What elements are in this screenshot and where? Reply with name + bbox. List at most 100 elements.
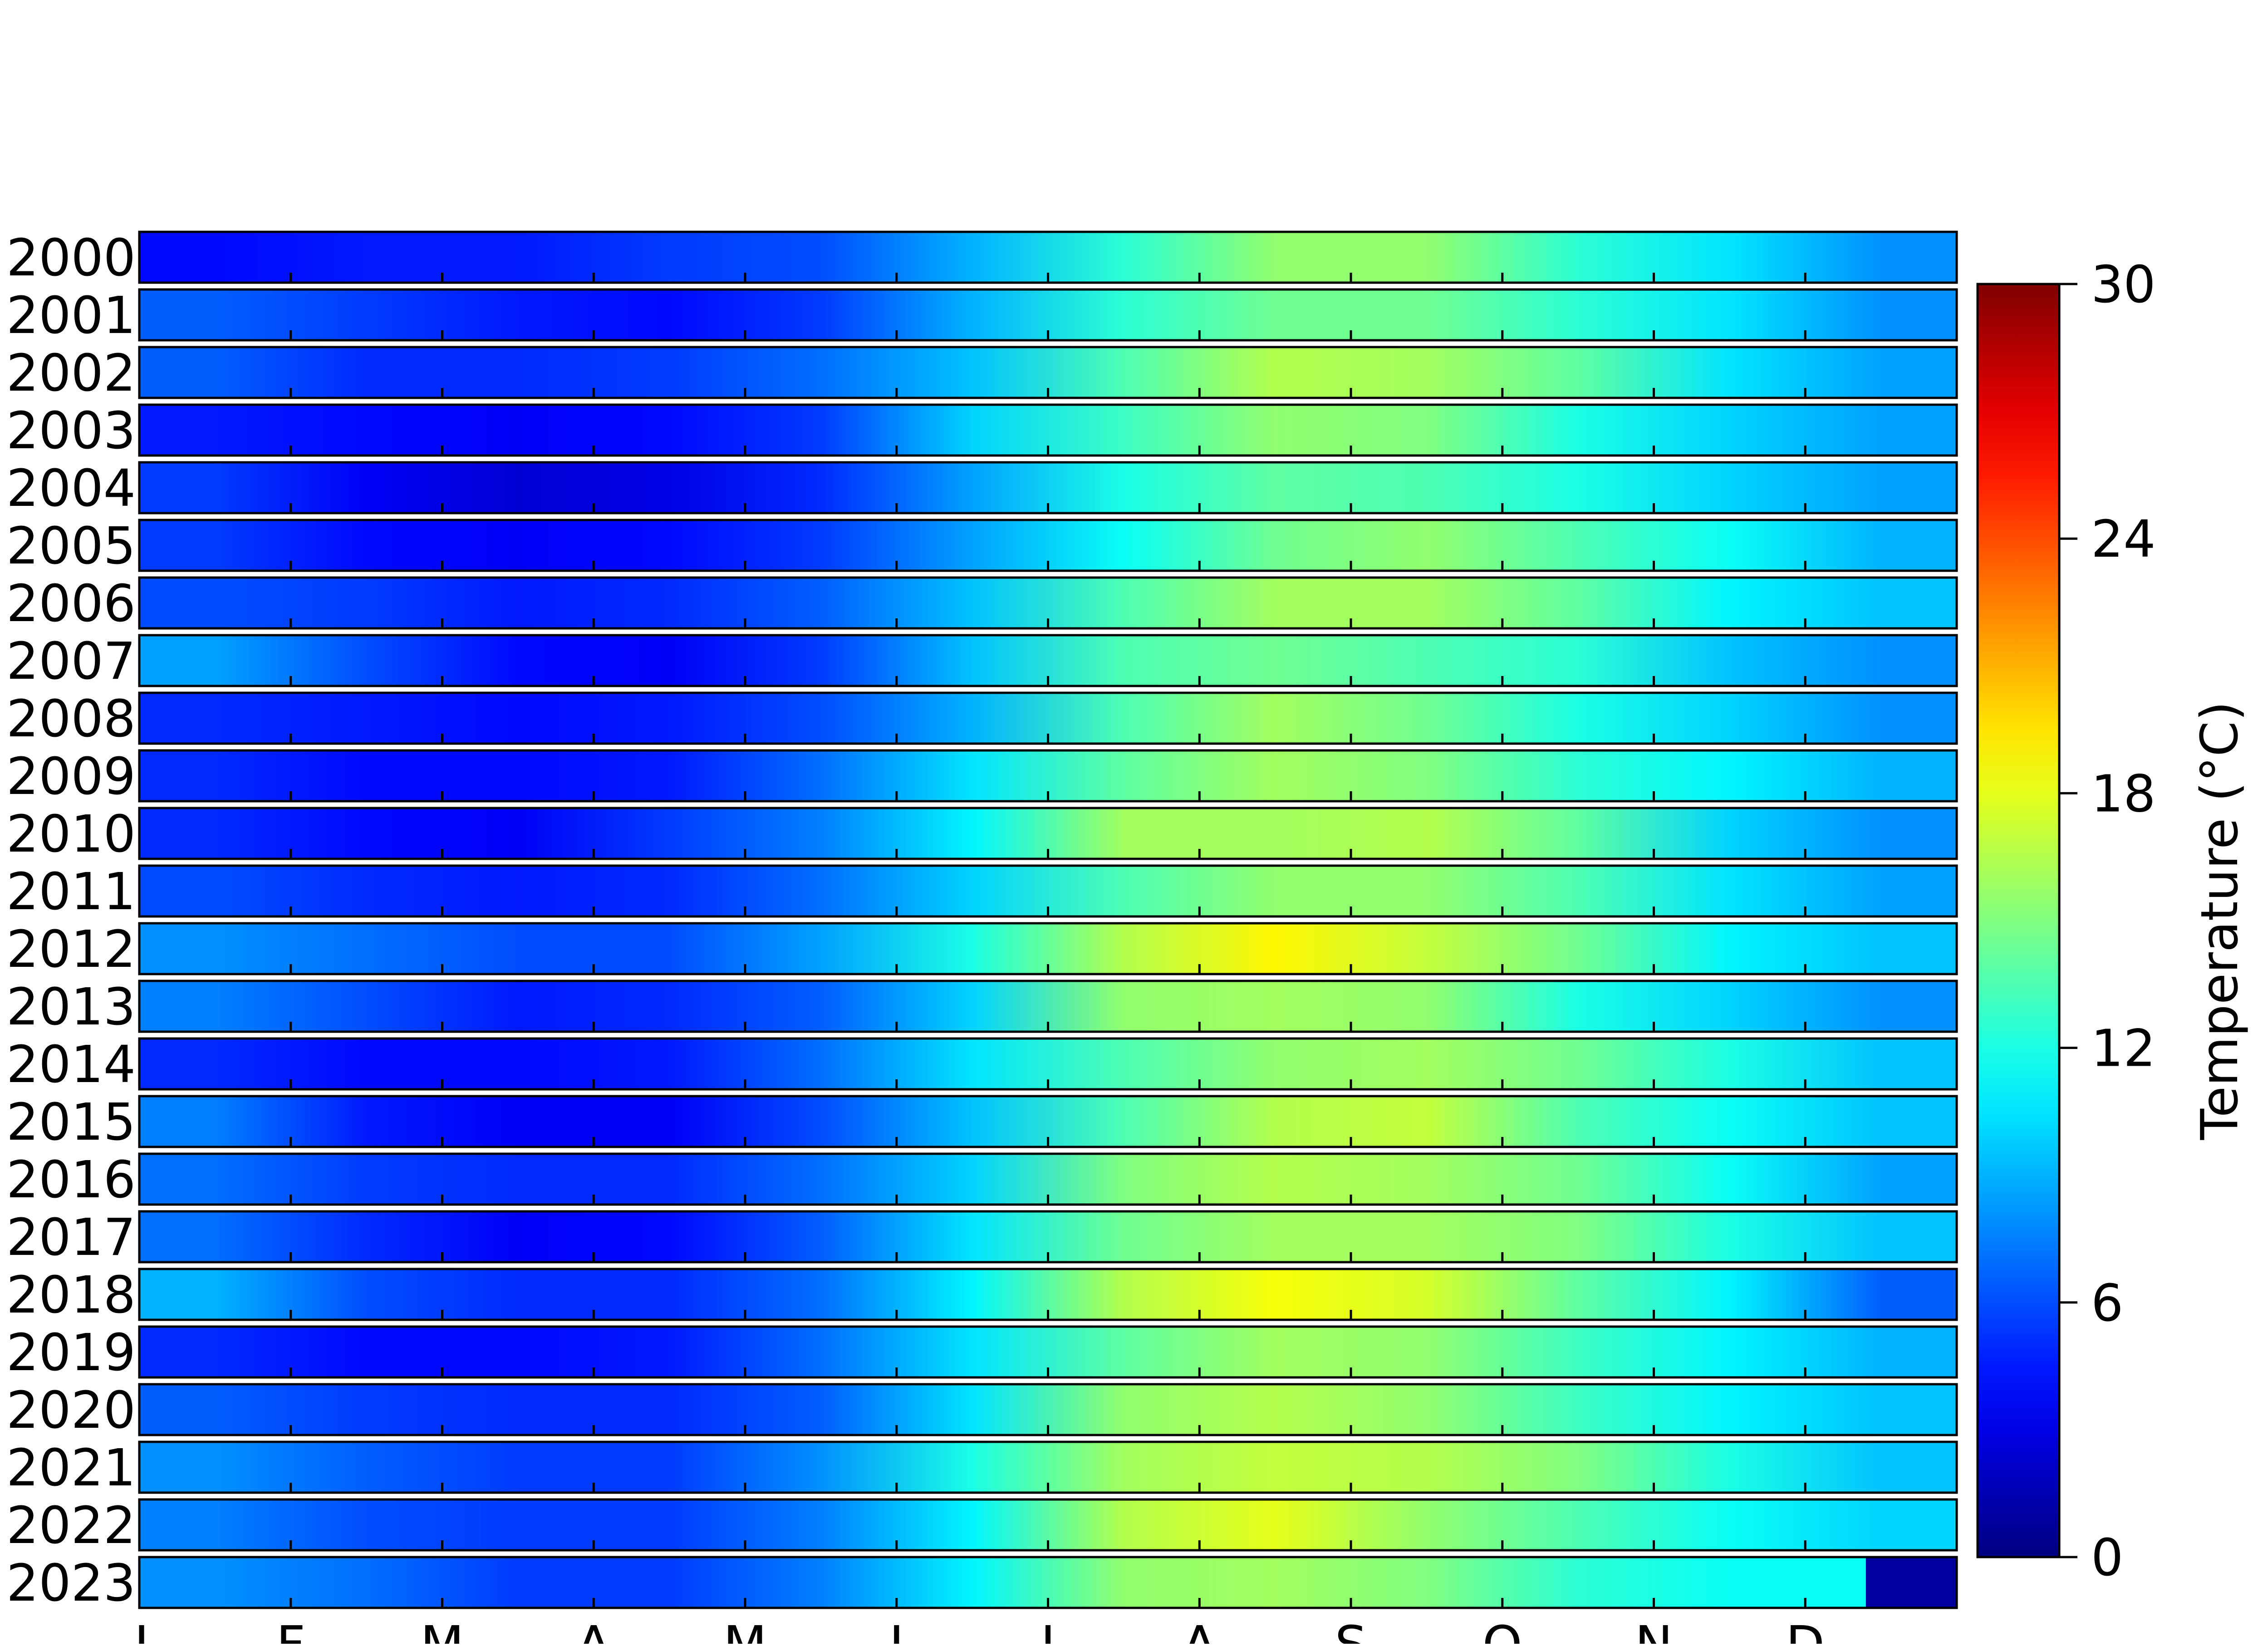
year-label: 2006 bbox=[6, 574, 136, 633]
row-frame bbox=[138, 346, 1958, 399]
year-label: 2018 bbox=[6, 1266, 136, 1325]
x-axis: JFMAMJJASOND bbox=[131, 1616, 1825, 1646]
colorbar-tick-label: 12 bbox=[2091, 1019, 2156, 1078]
year-row-2022: 2022 bbox=[6, 1496, 1958, 1555]
row-frame bbox=[138, 1325, 1958, 1379]
row-frame bbox=[138, 1556, 1958, 1609]
year-row-2006: 2006 bbox=[6, 574, 1958, 633]
row-frame bbox=[138, 576, 1958, 630]
year-label: 2008 bbox=[6, 690, 136, 749]
year-label: 2007 bbox=[6, 632, 136, 691]
colorbar-tick-label: 6 bbox=[2091, 1274, 2123, 1333]
year-label: 2012 bbox=[6, 920, 136, 979]
year-row-2018: 2018 bbox=[6, 1266, 1958, 1325]
year-label: 2015 bbox=[6, 1093, 136, 1152]
row-frame bbox=[138, 980, 1958, 1033]
row-frame bbox=[138, 864, 1958, 918]
row-frame bbox=[138, 288, 1958, 342]
colorbar-gradient bbox=[1976, 283, 2061, 1558]
year-row-2016: 2016 bbox=[6, 1151, 1958, 1210]
year-label: 2009 bbox=[6, 747, 136, 806]
year-row-2005: 2005 bbox=[6, 517, 1958, 576]
colorbar-tick-label: 18 bbox=[2091, 764, 2156, 823]
row-frame bbox=[138, 1037, 1958, 1091]
year-row-2014: 2014 bbox=[6, 1035, 1958, 1094]
year-label: 2001 bbox=[6, 286, 136, 345]
row-frame bbox=[138, 519, 1958, 572]
year-row-2015: 2015 bbox=[6, 1093, 1958, 1152]
colorbar-tick-label: 0 bbox=[2091, 1528, 2123, 1587]
x-tick-label: J bbox=[886, 1616, 904, 1644]
colorbar-ticks: 0 6 12 18 24 30 bbox=[2059, 255, 2156, 1587]
colorbar: 0 6 12 18 24 30 Temperature (°C) bbox=[1976, 255, 2249, 1587]
year-row-2019: 2019 bbox=[6, 1323, 1958, 1382]
colorbar-label: Temperature (°C) bbox=[2190, 701, 2249, 1141]
year-label: 2003 bbox=[6, 402, 136, 460]
year-row-2002: 2002 bbox=[6, 344, 1958, 403]
row-frame bbox=[138, 403, 1958, 457]
year-label: 2010 bbox=[6, 805, 136, 864]
year-row-2021: 2021 bbox=[6, 1439, 1958, 1498]
year-row-2003: 2003 bbox=[6, 402, 1958, 460]
row-frame bbox=[138, 634, 1958, 687]
year-label: 2022 bbox=[6, 1496, 136, 1555]
year-rows: 2000200120022003200420052006200720082009… bbox=[6, 229, 1958, 1613]
x-tick-label: D bbox=[1786, 1616, 1825, 1644]
year-row-2000: 2000 bbox=[6, 229, 1958, 288]
row-frame bbox=[138, 230, 1958, 284]
heatmap-band-2023 bbox=[139, 1557, 1866, 1608]
row-frame bbox=[138, 749, 1958, 803]
year-row-2009: 2009 bbox=[6, 747, 1958, 806]
year-row-2012: 2012 bbox=[6, 920, 1958, 979]
row-frame bbox=[138, 1095, 1958, 1148]
row-frame bbox=[138, 1152, 1958, 1206]
year-label: 2021 bbox=[6, 1439, 136, 1498]
x-tick-label: S bbox=[1335, 1616, 1367, 1644]
x-tick-label: A bbox=[576, 1616, 611, 1644]
year-label: 2023 bbox=[6, 1554, 136, 1613]
year-label: 2005 bbox=[6, 517, 136, 576]
x-tick-label: O bbox=[1483, 1616, 1522, 1644]
year-label: 2004 bbox=[6, 459, 136, 518]
x-tick-label: J bbox=[131, 1616, 149, 1644]
row-frame bbox=[138, 1440, 1958, 1494]
row-frame bbox=[138, 461, 1958, 514]
year-row-2011: 2011 bbox=[6, 862, 1958, 921]
missing-data-2023 bbox=[1865, 1557, 1957, 1608]
x-tick-label: M bbox=[420, 1616, 464, 1644]
x-tick-label: N bbox=[1635, 1616, 1673, 1644]
year-label: 2020 bbox=[6, 1381, 136, 1440]
x-tick-label: M bbox=[723, 1616, 767, 1644]
year-row-2008: 2008 bbox=[6, 690, 1958, 749]
year-row-2013: 2013 bbox=[6, 978, 1958, 1037]
x-tick-label: F bbox=[276, 1616, 305, 1644]
x-tick-label: J bbox=[1038, 1616, 1055, 1644]
year-row-2004: 2004 bbox=[6, 459, 1958, 518]
year-label: 2000 bbox=[6, 229, 136, 288]
colorbar-tick-label: 30 bbox=[2091, 255, 2156, 314]
row-frame bbox=[138, 1498, 1958, 1552]
year-label: 2013 bbox=[6, 978, 136, 1037]
year-row-2020: 2020 bbox=[6, 1381, 1958, 1440]
year-label: 2016 bbox=[6, 1151, 136, 1210]
year-label: 2019 bbox=[6, 1323, 136, 1382]
colorbar-tick-label: 24 bbox=[2091, 510, 2156, 569]
row-frame bbox=[138, 807, 1958, 860]
row-frame bbox=[138, 1210, 1958, 1264]
year-row-2001: 2001 bbox=[6, 286, 1958, 345]
year-label: 2011 bbox=[6, 862, 136, 921]
row-frame bbox=[138, 691, 1958, 745]
year-label: 2002 bbox=[6, 344, 136, 403]
row-frame bbox=[138, 1268, 1958, 1321]
year-row-2010: 2010 bbox=[6, 805, 1958, 864]
year-label: 2017 bbox=[6, 1208, 136, 1267]
year-row-2007: 2007 bbox=[6, 632, 1958, 691]
row-frame bbox=[138, 1383, 1958, 1436]
row-frame bbox=[138, 922, 1958, 975]
year-row-2017: 2017 bbox=[6, 1208, 1958, 1267]
x-tick-label: A bbox=[1182, 1616, 1217, 1644]
year-row-2023: 2023 bbox=[6, 1554, 1958, 1613]
year-label: 2014 bbox=[6, 1035, 136, 1094]
